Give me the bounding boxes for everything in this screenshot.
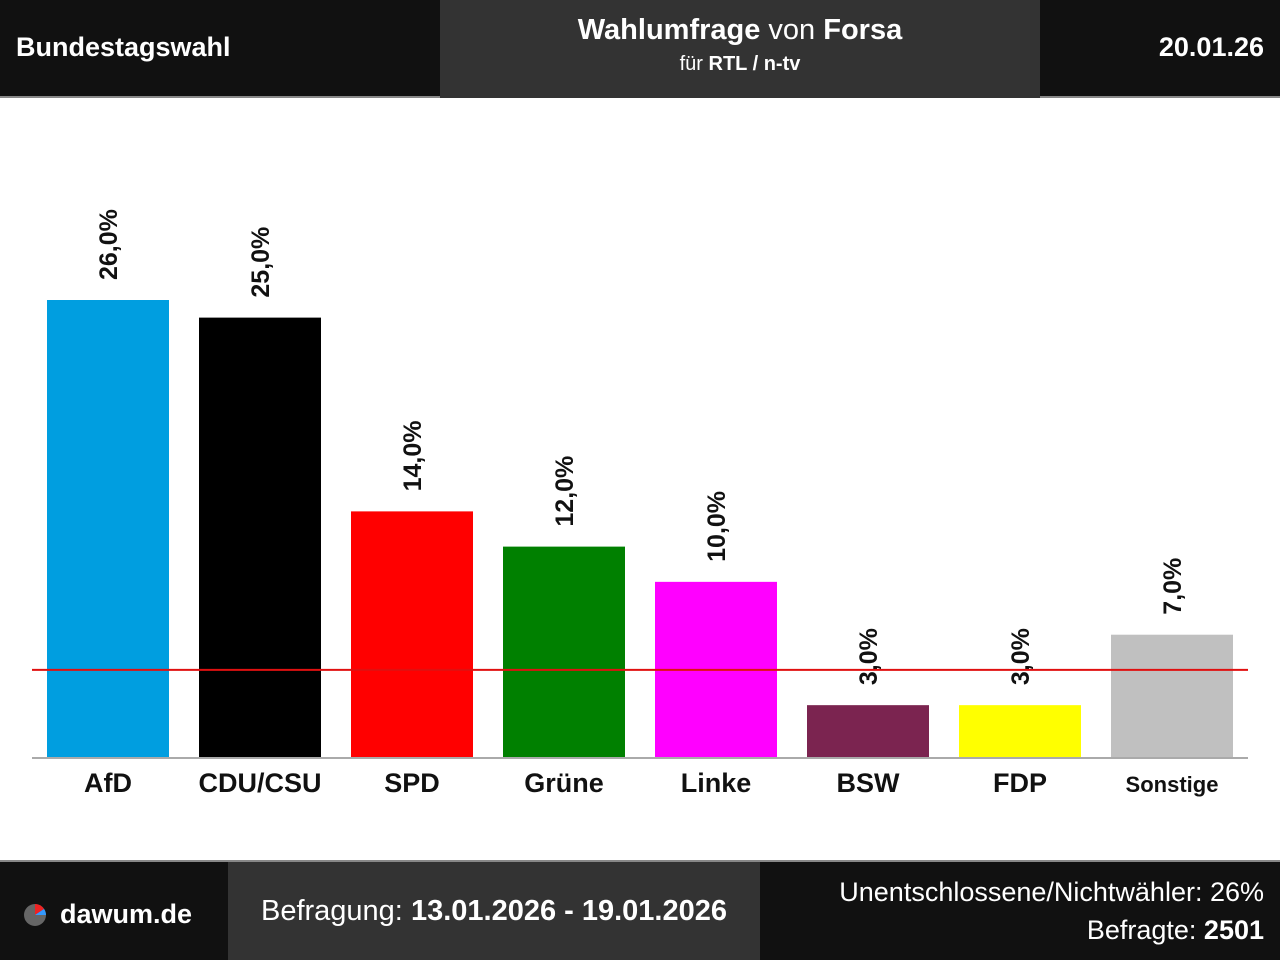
respondents: 2501	[1203, 915, 1264, 945]
bar	[199, 317, 321, 758]
bar	[503, 546, 625, 758]
respondents-label: Befragte:	[1086, 915, 1197, 945]
bar	[807, 705, 929, 758]
x-tick-label: FDP	[993, 768, 1047, 798]
x-tick-label: Grüne	[524, 768, 604, 798]
bar	[1111, 634, 1233, 758]
bar	[959, 705, 1081, 758]
header-date: 20.01.26	[1158, 32, 1264, 62]
footer-period: Befragung: 13.01.2026 - 19.01.2026	[228, 895, 760, 928]
bar	[351, 511, 473, 758]
bar	[47, 300, 169, 758]
value-label: 26,0%	[95, 209, 123, 280]
footer-respondents: Befragte: 2501	[1087, 915, 1264, 946]
x-tick-label: CDU/CSU	[198, 768, 321, 798]
title-part: von	[768, 14, 816, 46]
period-label: Befragung:	[260, 895, 403, 927]
value-label: 25,0%	[247, 227, 275, 298]
value-label: 7,0%	[1159, 558, 1187, 615]
title-part: Forsa	[823, 14, 903, 46]
x-tick-label: Sonstige	[1126, 772, 1219, 797]
x-tick-label: SPD	[384, 768, 440, 798]
logo-icon	[24, 904, 46, 926]
x-tick-label: AfD	[84, 768, 132, 798]
subtitle-part: für	[679, 53, 703, 75]
value-label: 12,0%	[551, 456, 579, 527]
value-label: 14,0%	[399, 420, 427, 491]
subtitle-part: RTL / n-tv	[708, 53, 801, 75]
footer-site: dawum.de	[60, 899, 193, 929]
value-label: 10,0%	[703, 491, 731, 562]
x-tick-label: Linke	[681, 768, 752, 798]
period: 13.01.2026 - 19.01.2026	[410, 895, 727, 927]
header-left: Bundestagswahl	[16, 32, 231, 62]
value-label: 3,0%	[855, 628, 883, 685]
chart: 26,0% AfD 25,0% CDU/CSU 14,0% SPD 12,0% Grüne 10…	[32, 209, 1248, 798]
value-label: 3,0%	[1007, 628, 1035, 685]
footer-middle	[228, 862, 760, 960]
title-part: Wahlumfrage	[577, 14, 761, 46]
x-tick-label: BSW	[837, 768, 901, 798]
header-title: Wahlumfrage von Forsa	[440, 14, 1040, 47]
footer-undecided: Unentschlossene/Nichtwähler: 26%	[839, 877, 1264, 907]
header-subtitle: für RTL / n-tv	[440, 53, 1040, 76]
header-center: Wahlumfrage von Forsa für RTL / n-tv	[440, 0, 1040, 98]
